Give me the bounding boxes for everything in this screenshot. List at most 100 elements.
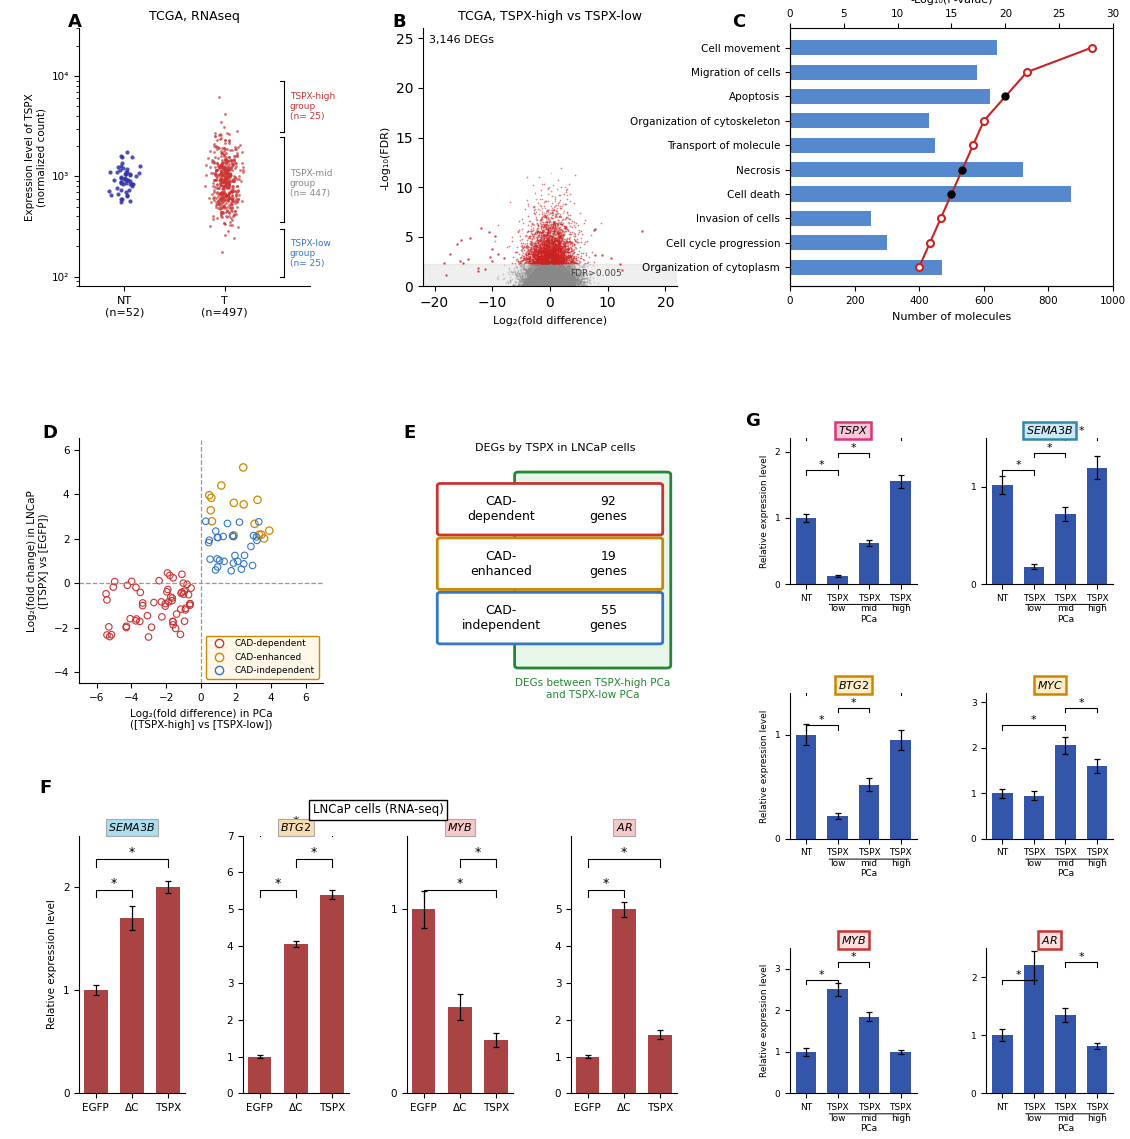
Point: [541, 256, 559, 274]
Point: [527, 236, 545, 254]
Point: [511, 271, 529, 289]
Point: [551, 226, 570, 244]
Point: [541, 247, 559, 265]
Point: [531, 270, 549, 288]
Point: [551, 264, 570, 282]
Point: [547, 253, 565, 271]
Point: [562, 264, 580, 282]
Point: [528, 276, 546, 294]
Point: [542, 265, 560, 284]
Point: [553, 267, 571, 285]
Point: [536, 218, 554, 236]
Point: [551, 233, 570, 252]
Bar: [890, 740, 911, 838]
Point: [542, 241, 560, 260]
Point: [564, 248, 582, 267]
Point: [558, 239, 576, 257]
Point: [547, 262, 565, 280]
Y-axis label: -Log₁₀(FDR): -Log₁₀(FDR): [380, 125, 390, 189]
Point: [551, 273, 570, 292]
Point: [546, 214, 564, 232]
Point: [556, 277, 574, 295]
Point: [534, 273, 553, 292]
Point: [542, 263, 560, 281]
Point: [536, 244, 554, 262]
Point: [211, 185, 229, 203]
Point: [537, 252, 555, 270]
Point: [503, 254, 521, 272]
Point: [547, 240, 565, 259]
Point: [539, 264, 557, 282]
Point: [557, 264, 575, 282]
Point: [550, 227, 568, 245]
Point: [557, 271, 575, 289]
Point: [546, 270, 564, 288]
Point: [527, 235, 545, 253]
Point: [556, 265, 574, 284]
Point: [539, 240, 557, 259]
Point: [220, 188, 238, 206]
Point: [527, 276, 545, 294]
Point: [520, 268, 538, 286]
Point: [547, 255, 565, 273]
Point: [516, 277, 534, 295]
Point: [210, 158, 228, 177]
Point: [520, 257, 538, 276]
Point: [533, 255, 551, 273]
Point: [541, 243, 559, 261]
Point: [525, 254, 544, 272]
Point: [219, 164, 237, 182]
Point: [528, 236, 546, 254]
Point: [546, 271, 564, 289]
Point: [534, 229, 553, 247]
Point: [554, 252, 572, 270]
Point: [538, 232, 556, 251]
Point: [524, 269, 542, 287]
Point: [522, 270, 540, 288]
Point: [220, 165, 238, 183]
Point: [532, 255, 550, 273]
Point: [541, 276, 559, 294]
Point: [531, 238, 549, 256]
Point: [556, 269, 574, 287]
Point: [215, 159, 233, 178]
Point: [551, 231, 570, 249]
Point: [554, 251, 572, 269]
Point: [544, 187, 562, 205]
Point: [536, 252, 554, 270]
Point: [523, 263, 541, 281]
Point: [549, 265, 567, 284]
Point: [522, 273, 540, 292]
Point: [537, 272, 555, 290]
Point: [538, 244, 556, 262]
Point: [537, 264, 555, 282]
Point: [558, 269, 576, 287]
Point: [547, 265, 565, 284]
Point: [532, 247, 550, 265]
Point: [560, 233, 579, 252]
Point: [548, 276, 566, 294]
Point: [537, 255, 555, 273]
Point: [563, 260, 581, 278]
Point: [545, 241, 563, 260]
Point: [540, 276, 558, 294]
Point: [546, 268, 564, 286]
Point: [539, 239, 557, 257]
Point: [542, 270, 560, 288]
Point: [533, 255, 551, 273]
Point: [550, 272, 568, 290]
Point: [560, 264, 579, 282]
Point: [547, 277, 565, 295]
Point: [529, 272, 547, 290]
Point: [529, 277, 547, 295]
Point: [580, 253, 598, 271]
Point: [525, 215, 544, 233]
Point: [572, 276, 590, 294]
Point: [539, 247, 557, 265]
Point: [527, 274, 545, 293]
Point: [529, 249, 547, 268]
Point: [538, 268, 556, 286]
Point: [550, 226, 568, 244]
Point: [548, 267, 566, 285]
Bar: [827, 576, 848, 584]
